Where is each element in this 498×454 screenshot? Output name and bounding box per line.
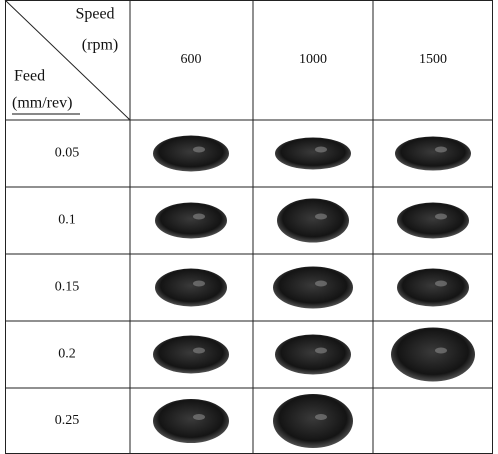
chip-highlight xyxy=(193,414,205,420)
chip-body xyxy=(273,267,353,309)
chip-photo xyxy=(153,336,229,374)
chip-highlight xyxy=(435,281,447,287)
chip-body xyxy=(275,335,351,375)
chip-photo xyxy=(155,269,227,307)
chip-highlight xyxy=(435,348,447,354)
chip-highlight xyxy=(193,147,205,153)
speed-unit: (rpm) xyxy=(82,37,118,54)
row-header: 0.1 xyxy=(58,213,76,228)
chip-body xyxy=(397,203,469,239)
feed-label: Feed xyxy=(14,68,45,85)
column-header: 600 xyxy=(181,52,202,67)
chip-highlight xyxy=(315,147,327,153)
chip-photo xyxy=(395,137,471,171)
chip-body xyxy=(153,336,229,374)
chip-body xyxy=(153,136,229,172)
chip-body xyxy=(277,199,349,243)
page: {"header_cell": {"speed_label": "Speed",… xyxy=(0,0,498,454)
column-header: 1500 xyxy=(419,52,447,67)
chip-body xyxy=(155,203,227,239)
chip-photo xyxy=(155,203,227,239)
row-header: 0.2 xyxy=(58,347,76,362)
chip-body xyxy=(395,137,471,171)
row-header: 0.25 xyxy=(55,413,80,428)
row-header: 0.05 xyxy=(55,146,80,161)
row-header: 0.15 xyxy=(55,280,80,295)
chip-photo xyxy=(277,199,349,243)
chip-highlight xyxy=(315,348,327,354)
chip-photo xyxy=(275,138,351,170)
chip-body xyxy=(275,138,351,170)
chip-photo xyxy=(273,394,353,448)
chip-highlight xyxy=(315,214,327,220)
chip-highlight xyxy=(193,348,205,354)
chip-highlight xyxy=(315,414,327,420)
speed-label: Speed xyxy=(75,6,114,23)
chip-photo xyxy=(275,335,351,375)
feed-unit: (mm/rev) xyxy=(12,95,72,112)
chip-body xyxy=(391,328,475,382)
chip-photo xyxy=(391,328,475,382)
chip-body xyxy=(397,269,469,307)
chip-photo xyxy=(397,203,469,239)
chip-body xyxy=(273,394,353,448)
chip-table: Speed (rpm) Feed (mm/rev) 600 1000 1500 0.0… xyxy=(0,0,498,454)
chip-body xyxy=(155,269,227,307)
chip-highlight xyxy=(435,147,447,153)
chip-photo xyxy=(397,269,469,307)
chip-photo xyxy=(273,267,353,309)
chip-body xyxy=(153,399,229,443)
chip-highlight xyxy=(435,214,447,220)
chip-highlight xyxy=(193,214,205,220)
chip-photo xyxy=(153,399,229,443)
column-header: 1000 xyxy=(299,52,327,67)
chip-photo xyxy=(153,136,229,172)
chip-highlight xyxy=(315,281,327,287)
chip-highlight xyxy=(193,281,205,287)
